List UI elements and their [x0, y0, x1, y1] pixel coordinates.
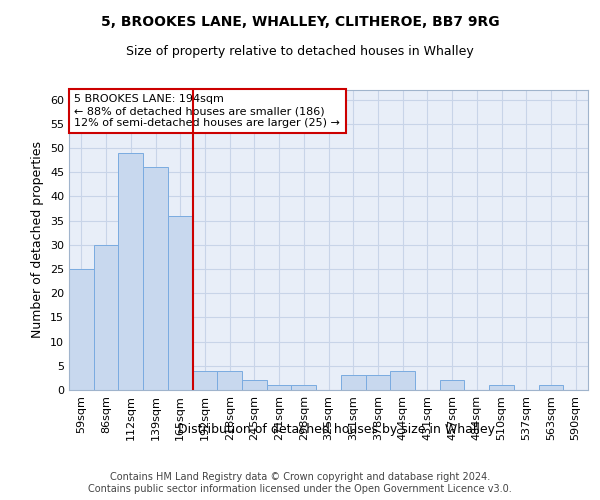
Bar — [365, 376, 390, 390]
Bar — [217, 370, 242, 390]
Text: 5, BROOKES LANE, WHALLEY, CLITHEROE, BB7 9RG: 5, BROOKES LANE, WHALLEY, CLITHEROE, BB7… — [101, 15, 499, 29]
Text: Contains HM Land Registry data © Crown copyright and database right 2024.
Contai: Contains HM Land Registry data © Crown c… — [88, 472, 512, 494]
Bar — [193, 370, 217, 390]
Bar — [292, 385, 316, 390]
Bar — [168, 216, 193, 390]
Bar — [94, 245, 118, 390]
Bar — [341, 376, 365, 390]
Bar — [118, 153, 143, 390]
Text: Size of property relative to detached houses in Whalley: Size of property relative to detached ho… — [126, 45, 474, 58]
Text: 5 BROOKES LANE: 194sqm
← 88% of detached houses are smaller (186)
12% of semi-de: 5 BROOKES LANE: 194sqm ← 88% of detached… — [74, 94, 340, 128]
Bar — [539, 385, 563, 390]
Bar — [390, 370, 415, 390]
Bar — [489, 385, 514, 390]
Bar — [143, 168, 168, 390]
Y-axis label: Number of detached properties: Number of detached properties — [31, 142, 44, 338]
Bar — [440, 380, 464, 390]
Bar — [69, 269, 94, 390]
Bar — [242, 380, 267, 390]
Bar — [267, 385, 292, 390]
Text: Distribution of detached houses by size in Whalley: Distribution of detached houses by size … — [178, 422, 494, 436]
